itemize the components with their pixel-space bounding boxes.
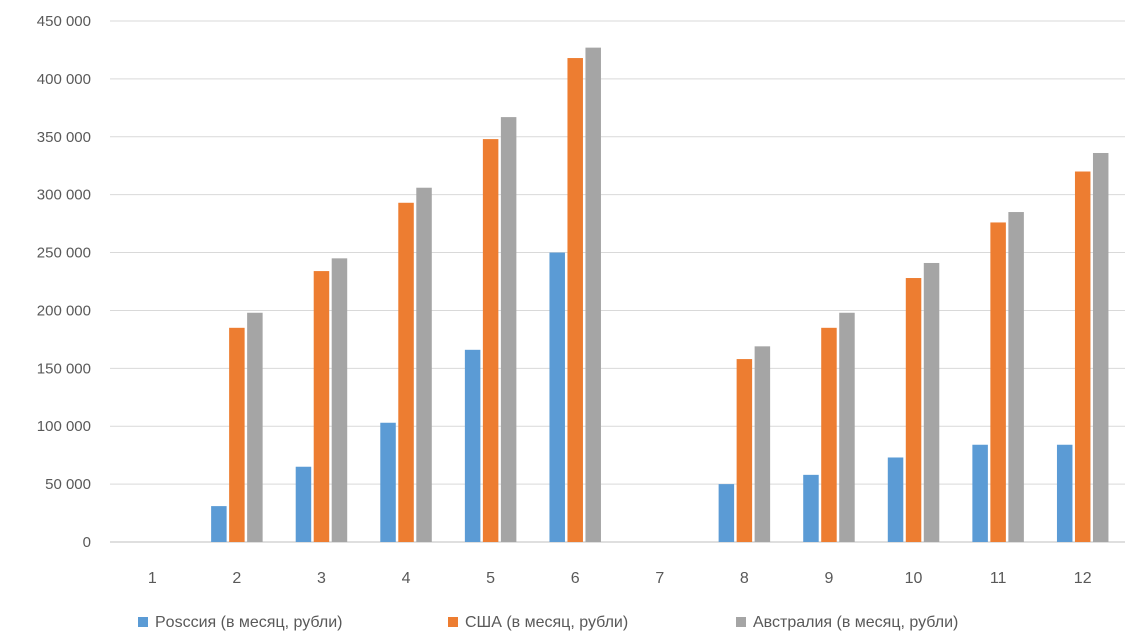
gridlines [110, 20, 1125, 543]
y-tick-label: 150 000 [37, 360, 91, 377]
y-tick-label: 250 000 [37, 245, 91, 262]
bar [923, 262, 940, 542]
bar [229, 327, 245, 542]
x-tick-label: 3 [317, 570, 326, 587]
bar [567, 58, 583, 542]
bar [398, 202, 414, 542]
x-tick-label: 4 [402, 570, 411, 587]
bar [380, 422, 396, 542]
legend-item: США (в месяц, рубли) [448, 614, 628, 631]
legend-label: Рosссия (в месяц, рубли) [155, 614, 342, 631]
y-tick-label: 200 000 [37, 302, 91, 319]
x-tick-label: 1 [148, 570, 157, 587]
bar [549, 252, 565, 543]
x-tick-label: 10 [905, 570, 923, 587]
bar [754, 346, 771, 542]
y-tick-label: 350 000 [37, 129, 91, 146]
legend-swatch [138, 617, 148, 627]
y-axis-ticks: 0 50 000 100 000 150 000 200 000 250 000 300 0… [37, 13, 91, 551]
bar [331, 258, 348, 542]
x-tick-label: 12 [1074, 570, 1092, 587]
bar [1056, 444, 1073, 542]
bar [416, 187, 432, 542]
y-tick-label: 300 000 [37, 187, 91, 204]
bar [972, 444, 988, 542]
y-tick-label: 100 000 [37, 418, 91, 435]
y-tick-label: 50 000 [45, 476, 91, 493]
x-tick-label: 5 [486, 570, 495, 587]
x-tick-label: 6 [571, 570, 580, 587]
bar [839, 312, 855, 542]
x-tick-label: 2 [232, 570, 241, 587]
legend-label: США (в месяц, рубли) [465, 614, 628, 631]
bar [990, 222, 1006, 542]
legend-item: Австралия (в месяц, рубли) [736, 614, 958, 631]
x-tick-label: 9 [825, 570, 834, 587]
bar [905, 278, 922, 542]
legend-swatch [736, 617, 746, 627]
bar [1092, 152, 1109, 542]
bar [464, 349, 481, 542]
bar [247, 312, 263, 542]
bar [887, 457, 904, 542]
y-tick-label: 400 000 [37, 71, 91, 88]
bar [482, 139, 499, 543]
legend: Рosссия (в месяц, рубли) США (в месяц, ру… [138, 614, 958, 631]
bar [736, 359, 753, 542]
bars [211, 47, 1109, 543]
x-tick-label: 8 [740, 570, 749, 587]
bar [821, 327, 837, 542]
bar [211, 506, 227, 542]
legend-item: Рosссия (в месяц, рубли) [138, 614, 342, 631]
bar [1074, 171, 1091, 542]
x-axis-ticks: 1 2 3 4 5 6 7 8 9 10 11 12 [148, 570, 1092, 587]
bar [803, 474, 819, 542]
legend-swatch [448, 617, 458, 627]
y-tick-label: 0 [83, 534, 91, 551]
bar [500, 117, 517, 543]
x-tick-label: 11 [990, 570, 1007, 587]
bar [295, 466, 312, 542]
bar [1008, 212, 1024, 543]
bar [313, 271, 330, 542]
legend-label: Австралия (в месяц, рубли) [753, 614, 958, 631]
y-tick-label: 450 000 [37, 13, 91, 30]
bar [585, 47, 601, 543]
x-tick-label: 7 [655, 570, 664, 587]
bar [718, 484, 735, 542]
